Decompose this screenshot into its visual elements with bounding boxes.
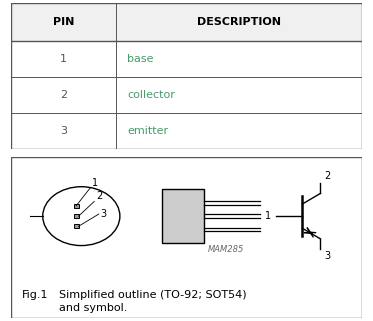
Text: 2: 2 bbox=[96, 191, 102, 201]
Text: 1: 1 bbox=[60, 54, 67, 64]
Text: 3: 3 bbox=[101, 209, 107, 219]
Bar bbox=[11, 3, 362, 41]
Bar bbox=[73, 224, 78, 228]
Text: 1: 1 bbox=[264, 211, 271, 221]
Text: base: base bbox=[127, 54, 153, 64]
Text: 2: 2 bbox=[60, 90, 68, 100]
Text: MAM285: MAM285 bbox=[207, 245, 244, 254]
Text: PIN: PIN bbox=[53, 17, 75, 27]
Text: Fig.1: Fig.1 bbox=[22, 290, 48, 300]
Bar bbox=[162, 189, 204, 243]
Text: 3: 3 bbox=[324, 251, 330, 261]
Text: 2: 2 bbox=[324, 171, 330, 181]
Bar bbox=[73, 204, 78, 208]
Text: Simplified outline (TO-92; SOT54): Simplified outline (TO-92; SOT54) bbox=[59, 290, 246, 300]
Text: collector: collector bbox=[127, 90, 175, 100]
Text: and symbol.: and symbol. bbox=[59, 303, 127, 313]
Text: DESCRIPTION: DESCRIPTION bbox=[197, 17, 281, 27]
Text: emitter: emitter bbox=[127, 126, 168, 136]
Bar bbox=[73, 214, 78, 218]
Text: 3: 3 bbox=[60, 126, 67, 136]
Text: 1: 1 bbox=[92, 178, 98, 187]
